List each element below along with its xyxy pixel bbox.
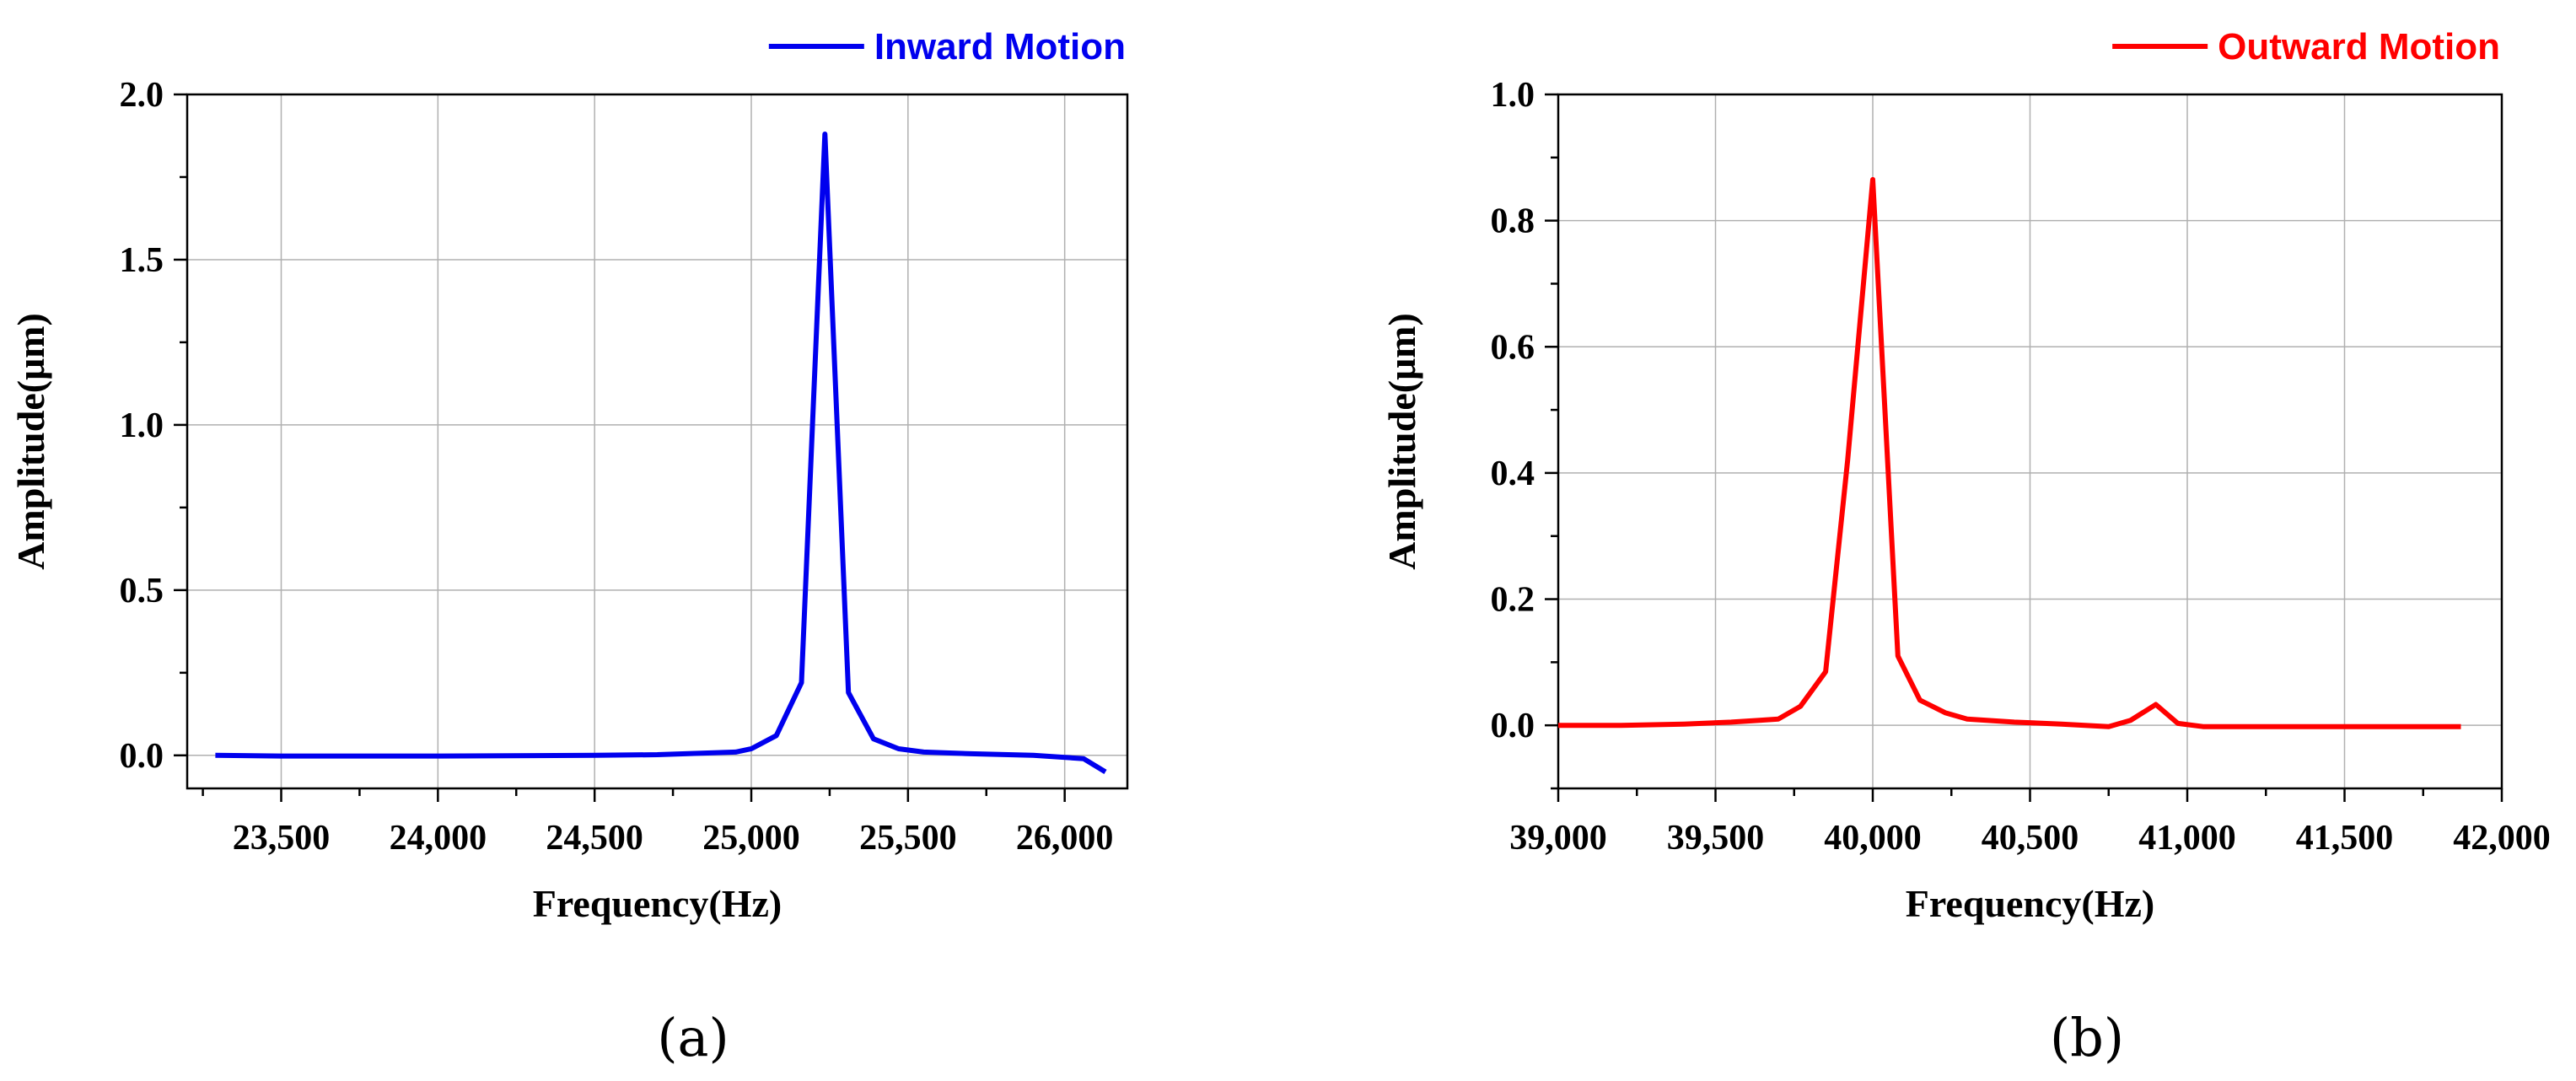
- y-tick-label: 1.5: [120, 241, 164, 280]
- panel-label-a: (a): [657, 1007, 729, 1068]
- y-tick-label: 0.6: [1491, 328, 1535, 367]
- x-tick-label: 26,000: [1016, 819, 1114, 858]
- y-tick-label: 1.0: [1491, 76, 1535, 115]
- y-tick-label: 0.0: [120, 737, 164, 776]
- x-axis-title-a: Frequency(Hz): [533, 882, 782, 925]
- grid-b: [1558, 94, 2502, 788]
- tick-labels-b: 39,000 39,500 40,000 40,500 41,000 41,500 42,0…: [1491, 76, 2551, 858]
- series-line-inward-motion: [215, 132, 1107, 774]
- chart-panel-b: 39,000 39,500 40,000 40,500 41,000 41,500 42,0…: [1380, 26, 2551, 1068]
- x-tick-label: 25,500: [859, 819, 957, 858]
- plot-frame-a: [186, 93, 1129, 790]
- ticks-a: [174, 93, 1066, 802]
- x-tick-label: 24,500: [546, 819, 643, 858]
- x-tick-label: 41,500: [2296, 819, 2394, 858]
- chart-panel-a: 23,500 24,000 24,500 25,000 25,500 26,000 0.0 0…: [9, 26, 1129, 1068]
- grid-a: [187, 94, 1127, 788]
- panel-label-b: (b): [2050, 1007, 2124, 1068]
- x-tick-label: 25,000: [702, 819, 800, 858]
- y-tick-label: 0.0: [1491, 707, 1535, 745]
- y-tick-label: 0.5: [120, 572, 164, 610]
- x-tick-label: 42,000: [2453, 819, 2551, 858]
- x-tick-label: 40,000: [1824, 819, 1922, 858]
- x-tick-label: 40,500: [1982, 819, 2079, 858]
- x-tick-label: 39,500: [1667, 819, 1765, 858]
- y-tick-label: 2.0: [120, 76, 164, 115]
- y-axis-title-a: Amplitude(μm): [9, 313, 52, 570]
- y-tick-label: 0.4: [1491, 454, 1535, 493]
- legend-label-outward-motion: Outward Motion: [2218, 26, 2500, 67]
- x-tick-label: 23,500: [233, 819, 331, 858]
- ticks-b: [1545, 93, 2503, 802]
- legend-label-inward-motion: Inward Motion: [874, 26, 1126, 67]
- y-axis-title-b: Amplitude(μm): [1380, 313, 1423, 570]
- y-tick-label: 0.8: [1491, 202, 1535, 241]
- x-tick-label: 39,000: [1509, 819, 1607, 858]
- y-tick-label: 1.0: [120, 406, 164, 445]
- series-line-outward-motion: [1558, 177, 2461, 729]
- x-tick-label: 24,000: [390, 819, 487, 858]
- x-tick-label: 41,000: [2138, 819, 2236, 858]
- tick-labels-a: 23,500 24,000 24,500 25,000 25,500 26,000 0.0 0…: [120, 76, 1114, 858]
- x-axis-title-b: Frequency(Hz): [1906, 882, 2155, 925]
- y-tick-label: 0.2: [1491, 581, 1535, 620]
